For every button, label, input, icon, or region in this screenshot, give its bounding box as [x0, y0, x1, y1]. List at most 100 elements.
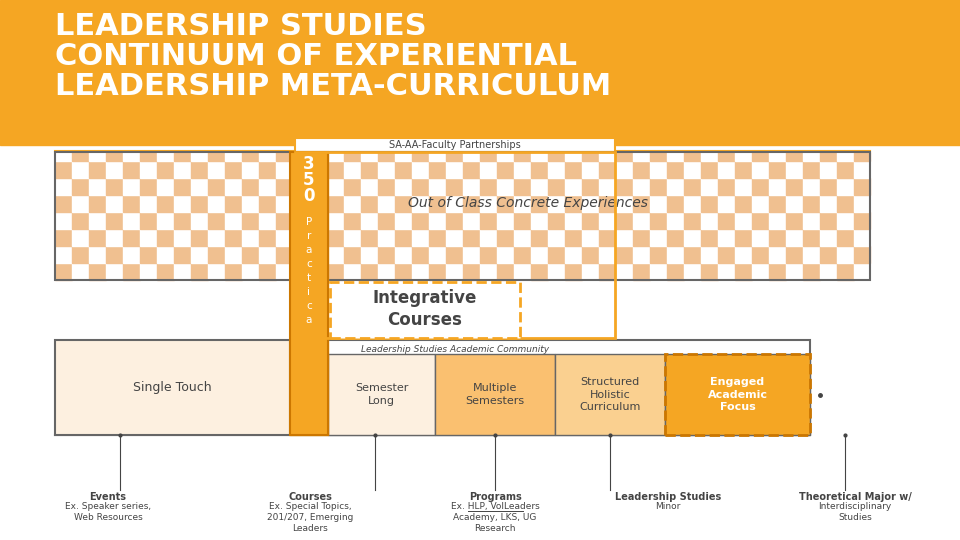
Bar: [752, 152, 769, 161]
Bar: [514, 246, 531, 263]
Bar: [55, 161, 72, 178]
Bar: [769, 263, 786, 280]
Bar: [446, 195, 463, 212]
Bar: [72, 195, 89, 212]
Bar: [429, 263, 446, 280]
Bar: [735, 152, 752, 161]
Bar: [395, 263, 412, 280]
Bar: [480, 263, 497, 280]
Bar: [837, 195, 854, 212]
Bar: [718, 246, 735, 263]
Bar: [259, 263, 276, 280]
Bar: [157, 152, 174, 161]
Bar: [344, 246, 361, 263]
Bar: [174, 212, 191, 229]
Bar: [344, 263, 361, 280]
Bar: [684, 212, 701, 229]
Bar: [820, 246, 837, 263]
Bar: [531, 212, 548, 229]
Text: Events: Events: [89, 492, 127, 502]
Text: i: i: [307, 287, 310, 297]
Text: Ex. HLP, VolLeaders
Academy, LKS, UG
Research: Ex. HLP, VolLeaders Academy, LKS, UG Res…: [450, 502, 540, 533]
Bar: [803, 195, 820, 212]
Bar: [412, 229, 429, 246]
Bar: [89, 212, 106, 229]
Bar: [140, 195, 157, 212]
Bar: [276, 152, 293, 161]
Bar: [378, 229, 395, 246]
Bar: [293, 178, 310, 195]
Bar: [531, 246, 548, 263]
Bar: [276, 263, 293, 280]
Bar: [854, 161, 870, 178]
Bar: [565, 195, 582, 212]
Bar: [463, 152, 480, 161]
Bar: [429, 195, 446, 212]
Bar: [531, 229, 548, 246]
Text: 5: 5: [303, 171, 315, 189]
Bar: [225, 263, 242, 280]
Bar: [514, 152, 531, 161]
Bar: [293, 246, 310, 263]
Bar: [412, 161, 429, 178]
Bar: [480, 152, 497, 161]
Bar: [854, 246, 870, 263]
Bar: [344, 195, 361, 212]
Bar: [854, 152, 870, 161]
Bar: [293, 152, 310, 161]
Bar: [555, 354, 665, 435]
Bar: [480, 229, 497, 246]
Bar: [242, 152, 259, 161]
Bar: [582, 229, 599, 246]
Bar: [735, 178, 752, 195]
Bar: [259, 246, 276, 263]
Bar: [684, 195, 701, 212]
Bar: [395, 161, 412, 178]
Bar: [72, 178, 89, 195]
Bar: [752, 246, 769, 263]
Bar: [820, 178, 837, 195]
Text: Engaged
Academic
Focus: Engaged Academic Focus: [708, 377, 767, 412]
Bar: [225, 152, 242, 161]
Bar: [718, 152, 735, 161]
Bar: [665, 354, 810, 435]
Bar: [752, 229, 769, 246]
Bar: [684, 152, 701, 161]
Bar: [463, 246, 480, 263]
Bar: [548, 178, 565, 195]
Bar: [854, 212, 870, 229]
Text: r: r: [307, 231, 311, 241]
Bar: [565, 152, 582, 161]
Bar: [89, 246, 106, 263]
Bar: [854, 195, 870, 212]
Bar: [531, 152, 548, 161]
Bar: [463, 161, 480, 178]
Bar: [565, 263, 582, 280]
Bar: [378, 212, 395, 229]
Bar: [616, 161, 633, 178]
Bar: [752, 263, 769, 280]
Bar: [290, 152, 328, 435]
Bar: [327, 152, 344, 161]
Bar: [803, 161, 820, 178]
Bar: [684, 229, 701, 246]
Bar: [140, 263, 157, 280]
Bar: [735, 263, 752, 280]
Bar: [633, 161, 650, 178]
Bar: [378, 195, 395, 212]
Bar: [633, 229, 650, 246]
Bar: [463, 263, 480, 280]
Bar: [327, 161, 344, 178]
Bar: [0, 0, 960, 145]
Bar: [667, 212, 684, 229]
Bar: [854, 229, 870, 246]
Bar: [361, 229, 378, 246]
Bar: [174, 246, 191, 263]
Bar: [242, 195, 259, 212]
Bar: [599, 178, 616, 195]
Bar: [157, 161, 174, 178]
Bar: [310, 161, 327, 178]
Bar: [295, 152, 615, 338]
Bar: [582, 152, 599, 161]
Bar: [701, 212, 718, 229]
